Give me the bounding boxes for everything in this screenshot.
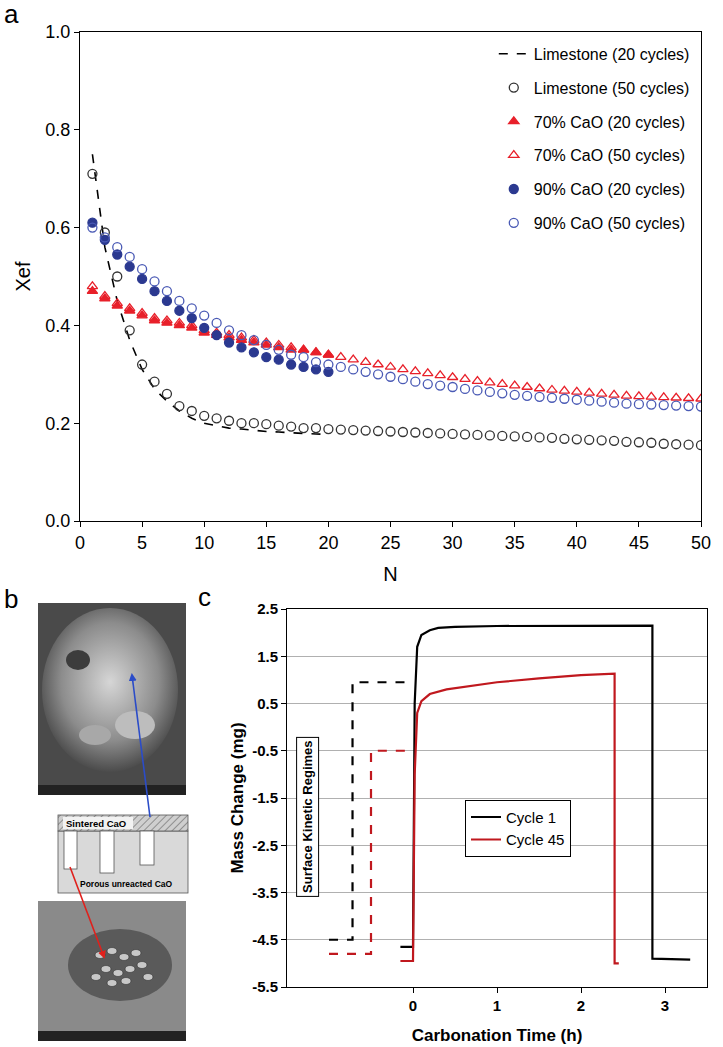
svg-text:-3.5: -3.5 (252, 884, 278, 901)
svg-text:0.4: 0.4 (45, 316, 70, 336)
svg-text:0.2: 0.2 (45, 414, 70, 434)
svg-text:1.5: 1.5 (257, 648, 278, 665)
svg-text:40: 40 (567, 533, 587, 553)
svg-text:0: 0 (75, 533, 85, 553)
svg-text:1.0: 1.0 (45, 22, 70, 42)
svg-text:10: 10 (194, 533, 214, 553)
html-text:a: a (4, 0, 19, 29)
svg-text:2.5: 2.5 (257, 600, 278, 617)
html-text:b: b (4, 584, 19, 614)
svg-text:Porous unreacted CaO: Porous unreacted CaO (80, 879, 172, 889)
html-text:c: c (198, 582, 211, 612)
svg-text:-2.5: -2.5 (252, 837, 278, 854)
svg-text:N: N (383, 563, 397, 585)
svg-text:Limestone (50 cycles): Limestone (50 cycles) (534, 80, 690, 97)
svg-text:-0.5: -0.5 (252, 742, 278, 759)
svg-text:15: 15 (256, 533, 276, 553)
svg-text:0.5: 0.5 (257, 695, 278, 712)
svg-text:-1.5: -1.5 (252, 789, 278, 806)
svg-text:25: 25 (380, 533, 400, 553)
svg-text:-4.5: -4.5 (252, 931, 278, 948)
svg-text:50: 50 (691, 533, 711, 553)
svg-text:90% CaO (50 cycles): 90% CaO (50 cycles) (534, 215, 685, 232)
svg-text:2: 2 (577, 997, 585, 1014)
svg-text:70% CaO (20 cycles): 70% CaO (20 cycles) (534, 114, 685, 131)
svg-text:0: 0 (409, 997, 417, 1014)
svg-text:0.0: 0.0 (45, 511, 70, 531)
svg-text:30: 30 (443, 533, 463, 553)
svg-text:Sintered CaO: Sintered CaO (66, 818, 126, 829)
svg-text:Limestone (20 cycles): Limestone (20 cycles) (534, 46, 690, 63)
svg-text:90% CaO (20 cycles): 90% CaO (20 cycles) (534, 181, 685, 198)
svg-text:Cycle 1: Cycle 1 (506, 809, 556, 826)
svg-text:Cycle 45: Cycle 45 (506, 831, 564, 848)
svg-text:20: 20 (318, 533, 338, 553)
svg-text:Xef: Xef (12, 261, 34, 291)
svg-text:35: 35 (505, 533, 525, 553)
svg-text:1: 1 (493, 997, 501, 1014)
svg-text:70% CaO (50 cycles): 70% CaO (50 cycles) (534, 147, 685, 164)
svg-text:Carbonation Time (h): Carbonation Time (h) (412, 1026, 583, 1045)
svg-text:3: 3 (661, 997, 669, 1014)
svg-text:Surface Kinetic Regimes: Surface Kinetic Regimes (300, 740, 315, 892)
svg-text:0.6: 0.6 (45, 218, 70, 238)
svg-text:5: 5 (137, 533, 147, 553)
svg-text:Mass Change (mg): Mass Change (mg) (228, 722, 247, 873)
svg-text:-5.5: -5.5 (252, 978, 278, 995)
svg-text:0.8: 0.8 (45, 120, 70, 140)
svg-text:45: 45 (629, 533, 649, 553)
